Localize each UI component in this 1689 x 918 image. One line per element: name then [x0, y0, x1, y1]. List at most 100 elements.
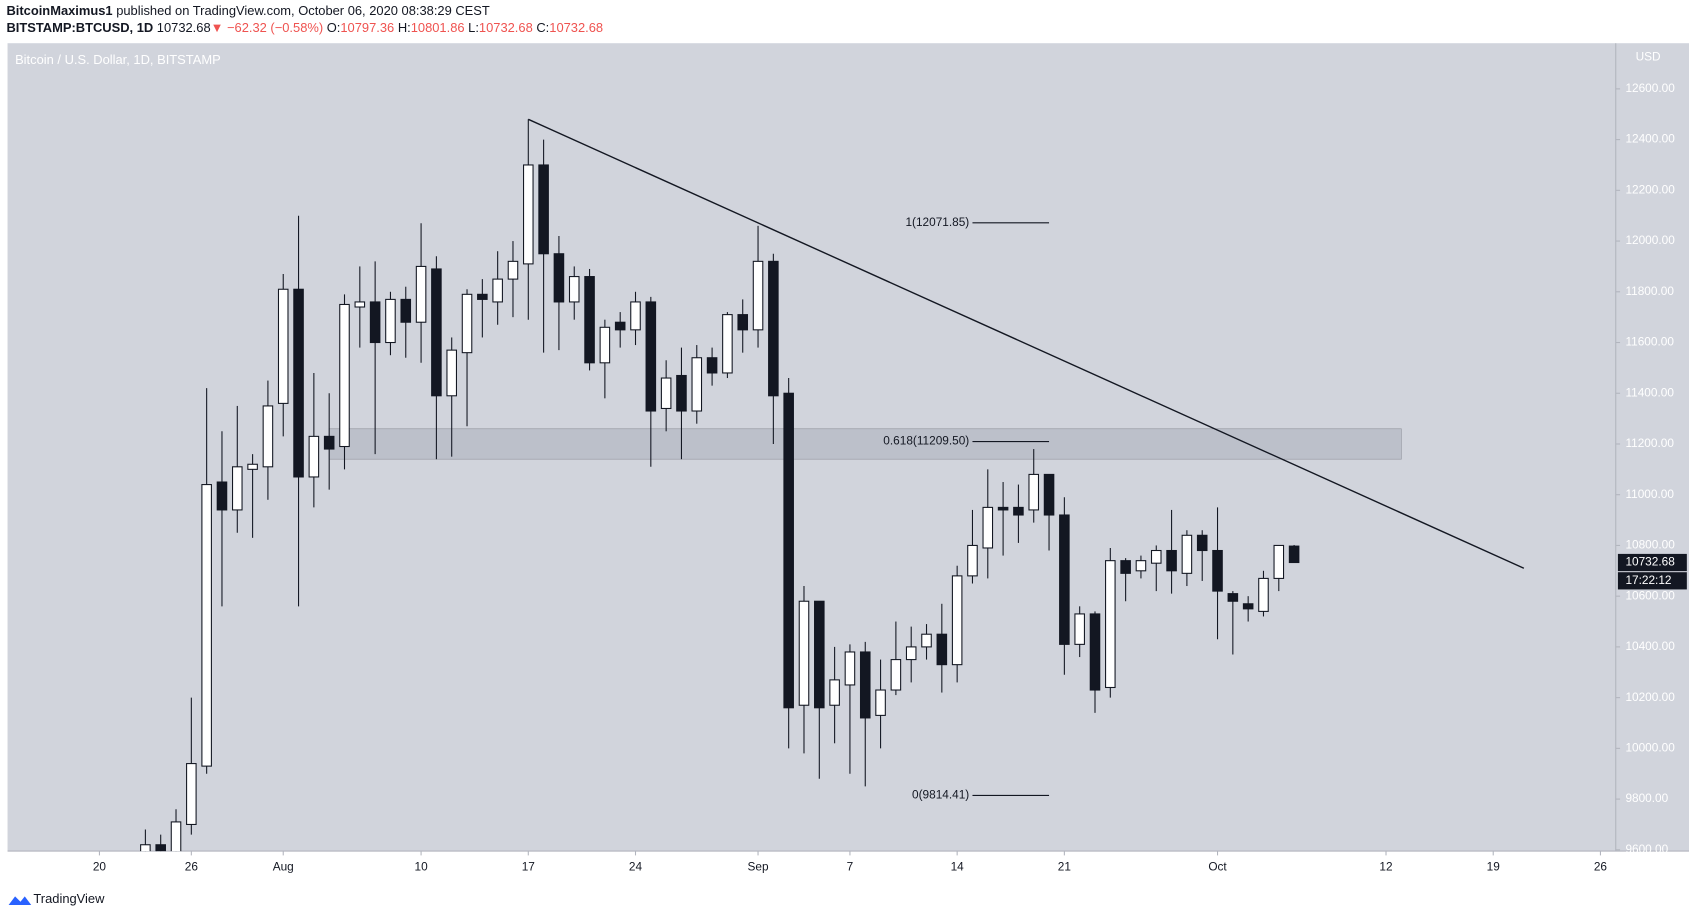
candle-body — [323, 435, 335, 450]
brand-logo — [8, 896, 32, 905]
candle-body — [1120, 560, 1131, 574]
x-tick-label: 24 — [629, 859, 643, 873]
candle-body — [798, 600, 810, 706]
plot: 1(12071.85) 0.618(11209.50) 0(9814.41) — [140, 118, 1525, 852]
ohlc-value: 10801.86 — [411, 21, 465, 36]
candle-body — [201, 484, 212, 767]
candle-body — [568, 276, 580, 303]
countdown-box — [1617, 572, 1687, 590]
y-tick-label: 12000.00 — [1625, 233, 1675, 247]
candle-body — [706, 357, 718, 374]
y-tick-label: 12400.00 — [1625, 132, 1675, 146]
candle-body — [768, 260, 779, 397]
candle-body — [1013, 506, 1024, 516]
candle-body — [1273, 544, 1285, 579]
candle-body — [538, 164, 549, 255]
candle-body — [783, 392, 794, 709]
candle-body — [844, 651, 856, 686]
candle-body — [415, 265, 427, 323]
candle-body — [553, 253, 565, 303]
ohlc-label: H: — [398, 21, 411, 36]
candle-body — [446, 349, 457, 397]
candle-body — [155, 844, 166, 852]
candle-body — [1181, 534, 1193, 574]
candle-body — [614, 321, 626, 331]
candle-body — [1166, 549, 1177, 572]
y-tick-label: 12200.00 — [1625, 182, 1675, 196]
x-tick-label: 10 — [414, 859, 428, 873]
candle-body — [247, 463, 258, 470]
candle-body — [186, 763, 197, 825]
candle-body — [630, 301, 641, 331]
change: ▼ −62.32 (−0.58%) — [211, 21, 324, 36]
candle-body — [1196, 534, 1208, 552]
fib-label: 0(9814.41) — [912, 788, 969, 802]
candle-body — [1242, 603, 1254, 610]
candle-body — [140, 844, 151, 852]
candle-body — [982, 506, 994, 549]
candle-body — [277, 288, 289, 404]
x-tick-label: 26 — [185, 859, 199, 873]
plot-area — [7, 43, 1689, 852]
countdown: 17:22:12 — [1625, 573, 1671, 587]
candle-body — [1288, 545, 1300, 564]
candle-body — [875, 689, 886, 716]
candle-body — [354, 301, 366, 308]
candle-body — [814, 600, 825, 709]
candle-body — [967, 544, 978, 577]
y-tick-label: 11800.00 — [1625, 284, 1674, 298]
x-tick-label: Sep — [748, 859, 769, 873]
fib-label: 0.618(11209.50) — [883, 434, 969, 448]
candle-body — [1059, 514, 1070, 645]
candle-body — [231, 466, 243, 511]
y-tick-label: 11000.00 — [1625, 487, 1674, 501]
x-tick-label: 7 — [847, 859, 854, 873]
ohlc-value: 10732.68 — [549, 21, 603, 36]
candle-body — [936, 633, 948, 666]
candle-body — [829, 679, 840, 706]
y-axis-label: USD — [1636, 49, 1661, 63]
ohlc-label: L: — [468, 21, 479, 36]
candle-body — [170, 821, 182, 852]
candle-body — [1105, 560, 1116, 689]
candle-body — [737, 314, 749, 331]
y-tick-label: 9800.00 — [1625, 791, 1668, 805]
x-tick-label: 21 — [1058, 859, 1071, 873]
ohlc-value: 10797.36 — [340, 21, 394, 36]
author: BitcoinMaximus1 — [6, 3, 112, 18]
zone — [328, 428, 1402, 460]
ohlc-label: C: — [536, 21, 549, 36]
candle-body — [1089, 613, 1101, 691]
candle-body — [461, 293, 473, 354]
candle-body — [1227, 593, 1239, 602]
candle-body — [997, 506, 1009, 511]
candle-body — [1150, 549, 1162, 564]
axes: 9600.00 9800.00 10000.00 10200.00 10400.00 10… — [93, 81, 1687, 873]
candle-body — [216, 481, 228, 511]
candle-body — [431, 268, 442, 397]
candle-body — [1258, 577, 1269, 612]
fib-label: 1(12071.85) — [905, 215, 969, 229]
published: published on TradingView.com, October 06… — [116, 3, 490, 18]
x-tick-label: 20 — [93, 859, 107, 873]
y-tick-label: 10800.00 — [1625, 538, 1675, 552]
candle-body — [1043, 473, 1055, 516]
candle-body — [1028, 473, 1040, 511]
candle-body — [523, 164, 534, 265]
candle-body — [369, 301, 381, 344]
candle-body — [1135, 560, 1147, 572]
y-tick-label: 12600.00 — [1625, 81, 1675, 95]
candle-body — [722, 314, 733, 374]
candle-body — [676, 374, 687, 412]
candle-body — [1212, 549, 1223, 592]
candle-body — [890, 659, 902, 691]
y-tick-label: 9600.00 — [1625, 842, 1668, 856]
candle-body — [400, 298, 412, 323]
candle-body — [584, 276, 595, 364]
candle-body — [385, 298, 396, 344]
candle-body — [859, 651, 871, 719]
candle-body — [752, 260, 764, 331]
price: 10732.68 — [157, 21, 211, 36]
